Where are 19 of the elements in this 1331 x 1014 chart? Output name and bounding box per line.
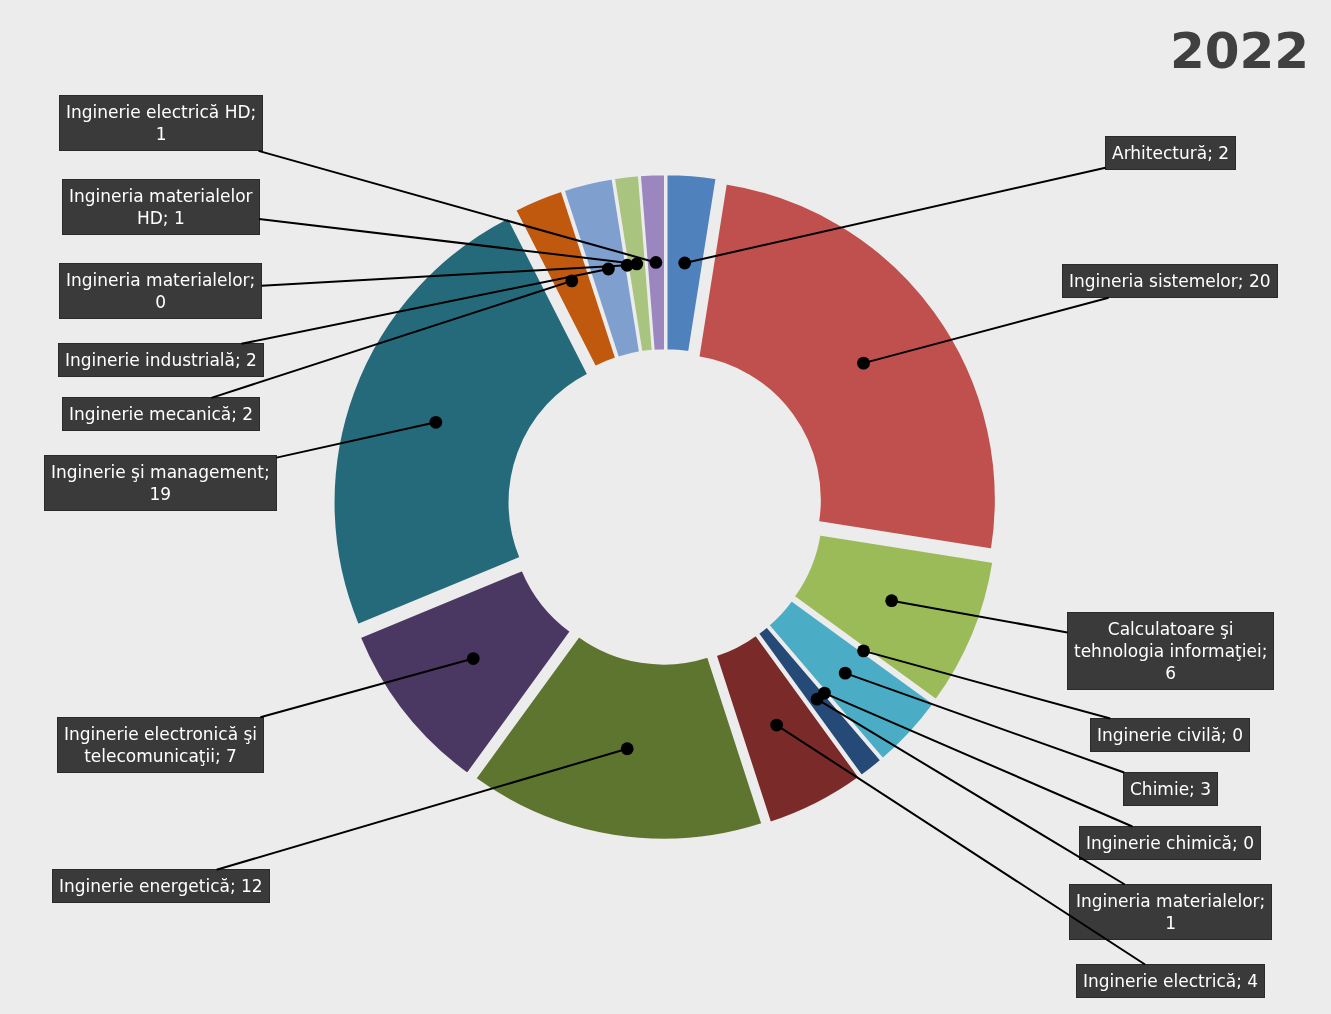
slice-label: Calculatoare şi tehnologia informaţiei; 6 [1074, 619, 1268, 684]
slice-label: Ingineria sistemelor; 20 [1069, 271, 1271, 291]
slice-label: Arhitectură; 2 [1112, 143, 1230, 163]
slice-label: Inginerie mecanică; 2 [69, 404, 254, 424]
donut-slice [792, 533, 995, 701]
slice-label: Inginerie şi management; 19 [51, 462, 270, 505]
slice-label: Chimie; 3 [1130, 779, 1212, 799]
slice-label: Ingineria materialelor HD; 1 [69, 186, 253, 229]
category-label: Inginerie chimică; 0 [1086, 833, 1254, 853]
slice-label: Ingineria materialelor; 1 [1076, 891, 1266, 934]
donut-slice [358, 569, 572, 775]
slice-label: Inginerie electrică; 4 [1083, 971, 1259, 991]
slice-label: Inginerie electrică HD; 1 [66, 102, 257, 145]
slice-label: Inginerie electronică şi telecomunicaţii; 7 [64, 724, 258, 767]
slice-label: Inginerie industrială; 2 [65, 350, 257, 370]
slice-label: Inginerie energetică; 12 [59, 876, 263, 896]
category-label: Ingineria materialelor; 0 [66, 270, 256, 313]
chart-title: 2022 [1170, 22, 1310, 80]
category-label: Inginerie civilă; 0 [1097, 725, 1244, 745]
